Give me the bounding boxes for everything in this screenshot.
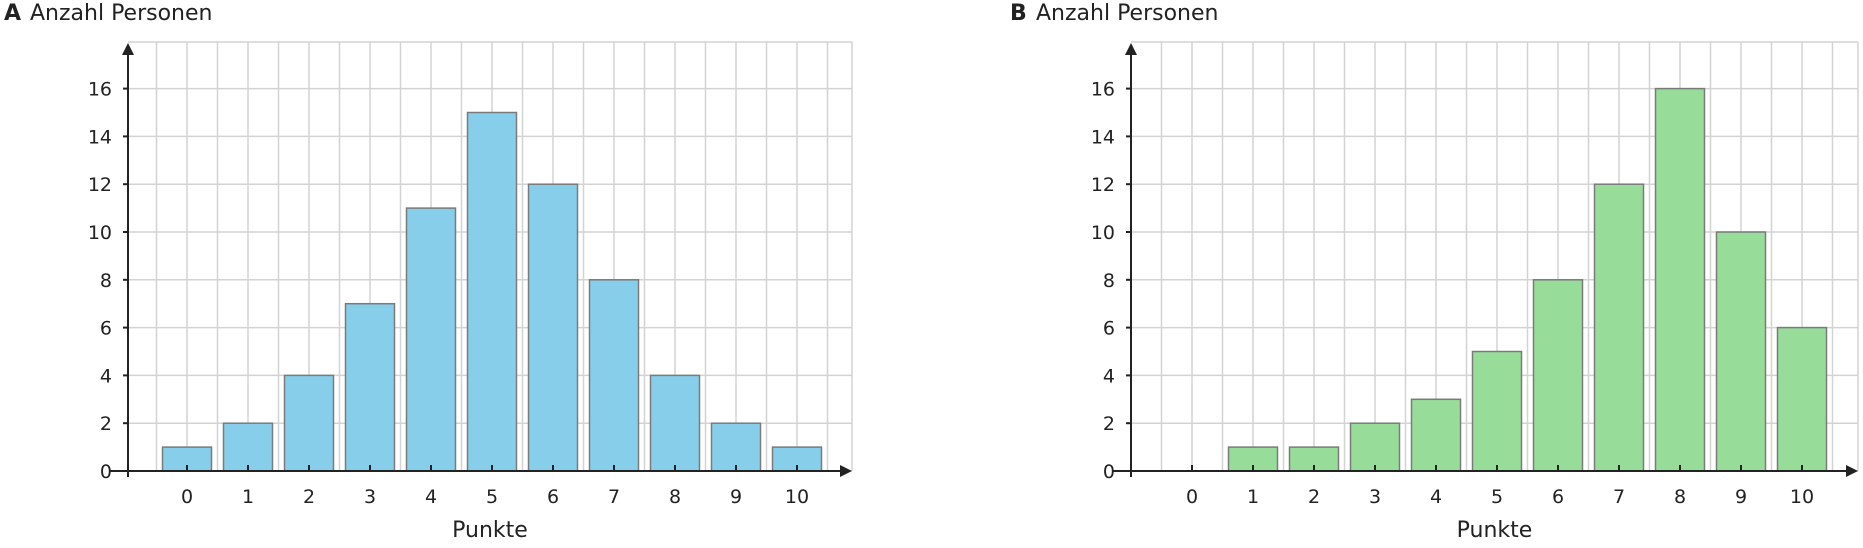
x-tick-label: 8 bbox=[669, 486, 681, 508]
bar-7 bbox=[1593, 183, 1645, 472]
y-tick-label: 4 bbox=[100, 365, 112, 387]
y-tick-label: 0 bbox=[1103, 461, 1115, 483]
panel-label: B bbox=[1010, 1, 1027, 26]
y-tick-label: 6 bbox=[100, 318, 112, 340]
bar-2 bbox=[283, 374, 335, 472]
bar-9 bbox=[1715, 231, 1767, 472]
bar-5 bbox=[466, 111, 518, 472]
x-tick-label: 7 bbox=[1613, 486, 1625, 508]
y-tick-label: 0 bbox=[100, 461, 112, 483]
bar-6 bbox=[527, 183, 579, 472]
x-tick-label: 1 bbox=[242, 486, 254, 508]
y-tick-label: 10 bbox=[1091, 222, 1115, 244]
x-axis-arrow bbox=[1846, 465, 1858, 477]
x-tick-label: 5 bbox=[486, 486, 498, 508]
y-axis-arrow bbox=[122, 43, 134, 55]
x-tick-label: 6 bbox=[1552, 486, 1564, 508]
y-tick-label: 14 bbox=[1091, 126, 1115, 148]
x-tick-label: 10 bbox=[785, 486, 809, 508]
x-tick-label: 4 bbox=[1430, 486, 1442, 508]
x-tick-label: 1 bbox=[1247, 486, 1259, 508]
x-tick-label: 7 bbox=[608, 486, 620, 508]
x-tick-label: 2 bbox=[303, 486, 315, 508]
y-tick-label: 2 bbox=[1103, 413, 1115, 435]
bar-10 bbox=[1776, 326, 1828, 472]
y-tick-label: 10 bbox=[88, 222, 112, 244]
x-tick-label: 9 bbox=[730, 486, 742, 508]
x-axis-title: Punkte bbox=[1457, 518, 1533, 543]
x-tick-label: 0 bbox=[181, 486, 193, 508]
y-tick-label: 12 bbox=[88, 174, 112, 196]
x-tick-label: 3 bbox=[1369, 486, 1381, 508]
bar-9 bbox=[710, 422, 762, 472]
x-axis-arrow bbox=[840, 465, 852, 477]
x-tick-label: 2 bbox=[1308, 486, 1320, 508]
bar-8 bbox=[649, 374, 701, 472]
y-tick-label: 8 bbox=[1103, 270, 1115, 292]
y-axis-title: Anzahl Personen bbox=[30, 1, 212, 26]
bar-4 bbox=[405, 207, 457, 472]
x-axis-title: Punkte bbox=[452, 518, 528, 543]
bar-8 bbox=[1654, 87, 1706, 472]
x-tick-label: 5 bbox=[1491, 486, 1503, 508]
y-axis-title: Anzahl Personen bbox=[1036, 1, 1218, 26]
y-tick-label: 14 bbox=[88, 126, 112, 148]
x-tick-label: 10 bbox=[1790, 486, 1814, 508]
bar-3 bbox=[1349, 422, 1401, 472]
x-tick-label: 9 bbox=[1735, 486, 1747, 508]
y-tick-label: 16 bbox=[1091, 79, 1115, 101]
x-tick-label: 8 bbox=[1674, 486, 1686, 508]
x-tick-label: 3 bbox=[364, 486, 376, 508]
y-tick-label: 2 bbox=[100, 413, 112, 435]
bar-1 bbox=[222, 422, 274, 472]
bar-4 bbox=[1410, 398, 1462, 472]
y-tick-label: 4 bbox=[1103, 365, 1115, 387]
bar-6 bbox=[1532, 279, 1584, 472]
bar-3 bbox=[344, 302, 396, 472]
bar-7 bbox=[588, 279, 640, 472]
x-tick-label: 0 bbox=[1186, 486, 1198, 508]
y-axis-arrow bbox=[1125, 43, 1137, 55]
x-tick-label: 6 bbox=[547, 486, 559, 508]
y-tick-label: 12 bbox=[1091, 174, 1115, 196]
y-tick-label: 16 bbox=[88, 79, 112, 101]
x-tick-label: 4 bbox=[425, 486, 437, 508]
bar-5 bbox=[1471, 350, 1523, 472]
y-tick-label: 8 bbox=[100, 270, 112, 292]
y-tick-label: 6 bbox=[1103, 318, 1115, 340]
panel-label: A bbox=[4, 1, 21, 26]
